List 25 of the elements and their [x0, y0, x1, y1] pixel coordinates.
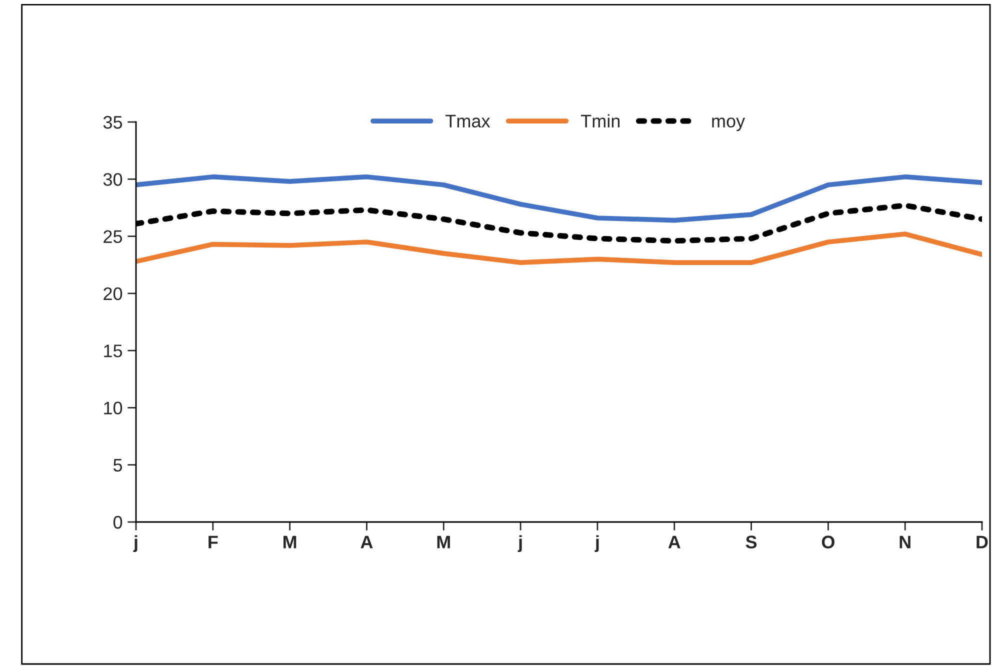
- line-series: [136, 174, 982, 223]
- x-tick-label: j: [518, 535, 522, 552]
- legend-label: Tmax: [446, 114, 490, 128]
- y-tick-label: 15: [104, 344, 122, 358]
- x-tick-label: j: [133, 535, 138, 552]
- y-tick-label: 10: [104, 402, 122, 414]
- x-tick-label: S: [746, 536, 757, 548]
- y-tick-label: 20: [104, 287, 122, 300]
- y-tick-label: 0: [113, 516, 122, 529]
- x-tick-label: F: [208, 536, 218, 548]
- x-tick-label: O: [822, 536, 834, 548]
- y-tick-label: 5: [113, 458, 122, 472]
- x-tick-label: D: [976, 536, 988, 548]
- x-tick-label: M: [437, 536, 450, 548]
- line-series: [136, 232, 982, 265]
- y-tick-label: 25: [104, 230, 122, 244]
- y-tick-label: 30: [103, 173, 122, 186]
- x-tick-label: M: [284, 536, 296, 548]
- legend-label: Tmin: [580, 114, 620, 128]
- x-tick-label: N: [900, 536, 910, 548]
- x-tick-label: A: [360, 536, 373, 548]
- legend-label: moy: [712, 118, 746, 132]
- x-tick-label: j: [594, 535, 599, 552]
- y-tick-label: 35: [103, 116, 122, 129]
- x-tick-label: A: [668, 536, 680, 548]
